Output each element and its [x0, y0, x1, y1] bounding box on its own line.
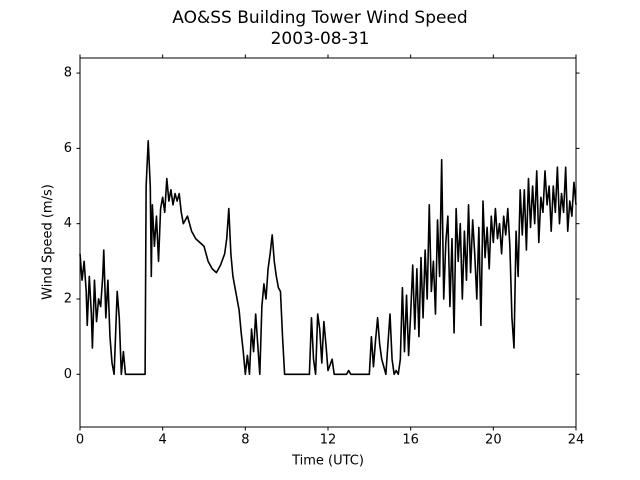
y-tick-label: 0: [64, 367, 72, 382]
y-tick-label: 4: [64, 216, 72, 231]
data-line: [79, 140, 577, 376]
y-tick-label: 6: [64, 141, 72, 156]
chart-subtitle: 2003-08-31: [271, 29, 370, 49]
x-tick-label: 20: [485, 433, 502, 448]
y-tick-label: 2: [64, 291, 72, 306]
x-tick-label: 8: [241, 433, 249, 448]
x-axis-label: Time (UTC): [291, 454, 364, 469]
y-tick-label: 8: [64, 66, 72, 81]
x-tick-label: 0: [76, 433, 84, 448]
x-tick-label: 24: [568, 433, 585, 448]
x-tick-label: 16: [402, 433, 419, 448]
x-tick-label: 12: [320, 433, 337, 448]
x-tick-label: 4: [159, 433, 167, 448]
y-axis-label: Wind Speed (m/s): [41, 184, 56, 300]
chart-title: AO&SS Building Tower Wind Speed: [172, 8, 467, 28]
